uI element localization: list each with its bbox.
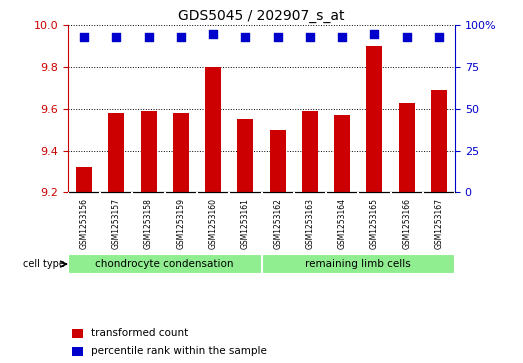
Text: cell type: cell type (22, 259, 65, 269)
Text: GSM1253164: GSM1253164 (338, 198, 347, 249)
Bar (431, 90, 447, 192)
Point (144, 34, 153, 40)
Text: GSM1253159: GSM1253159 (176, 198, 185, 249)
Point (209, 31, 218, 37)
Point (338, 34, 346, 40)
Bar (302, 111, 318, 192)
Bar (72, 329, 84, 338)
Text: GSM1253165: GSM1253165 (370, 198, 379, 249)
Bar (173, 113, 189, 192)
Bar (366, 46, 382, 192)
Text: GSM1253160: GSM1253160 (209, 198, 218, 249)
Point (305, 34, 314, 40)
Text: GSM1253161: GSM1253161 (241, 198, 250, 249)
Point (435, 34, 443, 40)
Text: percentile rank within the sample: percentile rank within the sample (91, 346, 267, 356)
Text: GSM1253167: GSM1253167 (435, 198, 444, 249)
Bar (72, 347, 84, 356)
Title: GDS5045 / 202907_s_at: GDS5045 / 202907_s_at (178, 9, 345, 23)
Point (241, 34, 249, 40)
Text: GSM1253162: GSM1253162 (273, 198, 282, 249)
Text: transformed count: transformed count (91, 328, 188, 338)
Bar (334, 115, 350, 192)
Point (274, 34, 282, 40)
Bar (237, 119, 254, 192)
Point (112, 34, 120, 40)
Text: GSM1253166: GSM1253166 (402, 198, 411, 249)
Bar (141, 111, 157, 192)
Bar (205, 67, 221, 192)
Bar (399, 103, 415, 192)
Bar (269, 130, 286, 192)
Bar (76, 167, 92, 192)
Point (80, 34, 88, 40)
Text: GSM1253158: GSM1253158 (144, 198, 153, 249)
Bar (108, 113, 124, 192)
Bar (262, 254, 455, 274)
Text: GSM1253163: GSM1253163 (305, 198, 314, 249)
Point (403, 34, 411, 40)
Point (177, 34, 185, 40)
Point (370, 31, 379, 37)
Text: GSM1253156: GSM1253156 (79, 198, 88, 249)
Text: chondrocyte condensation: chondrocyte condensation (96, 259, 234, 269)
Text: GSM1253157: GSM1253157 (112, 198, 121, 249)
Text: remaining limb cells: remaining limb cells (305, 259, 411, 269)
Bar (68, 254, 262, 274)
